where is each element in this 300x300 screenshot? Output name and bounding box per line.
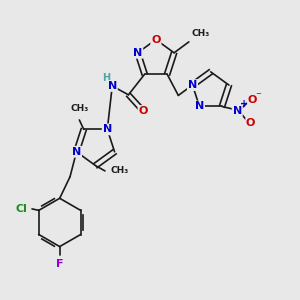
Text: O: O	[246, 118, 255, 128]
Text: N: N	[233, 106, 242, 116]
Text: +: +	[240, 99, 248, 110]
Text: CH₃: CH₃	[110, 167, 128, 176]
Text: O: O	[139, 106, 148, 116]
Text: Cl: Cl	[16, 204, 28, 214]
Text: N: N	[108, 81, 117, 91]
Text: O: O	[151, 34, 160, 45]
Text: N: N	[103, 124, 112, 134]
Text: N: N	[195, 101, 204, 112]
Text: F: F	[56, 259, 64, 269]
Text: CH₃: CH₃	[70, 104, 88, 113]
Text: N: N	[188, 80, 197, 90]
Text: O: O	[247, 95, 257, 105]
Text: CH₃: CH₃	[192, 29, 210, 38]
Text: ⁻: ⁻	[256, 91, 261, 101]
Text: H: H	[102, 73, 110, 83]
Text: N: N	[133, 48, 142, 58]
Text: N: N	[72, 147, 81, 157]
